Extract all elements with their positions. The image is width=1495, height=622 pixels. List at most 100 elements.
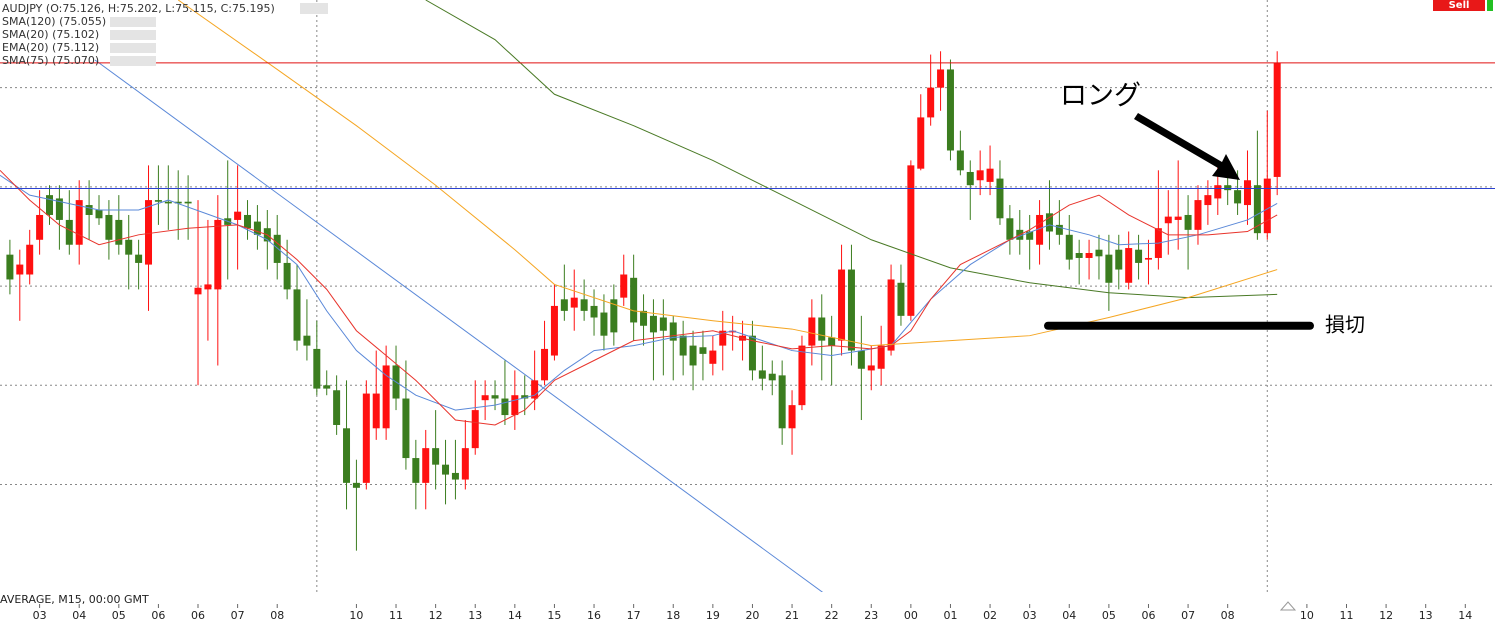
candles — [6, 51, 1281, 551]
candle-body — [442, 464, 450, 475]
candle-body — [184, 201, 192, 204]
candle-body — [798, 345, 806, 406]
long-annotation: ロング — [1060, 81, 1240, 180]
candle-body — [917, 117, 925, 169]
legend-icons — [110, 56, 156, 66]
candle-body — [36, 214, 44, 240]
candle-body — [6, 254, 14, 280]
candle-body — [768, 373, 776, 381]
candle-body — [1214, 185, 1222, 199]
x-tick-label: 03 — [33, 609, 47, 622]
candle-body — [976, 170, 984, 181]
candle-body — [867, 365, 875, 371]
candle-body — [897, 282, 905, 316]
candle-body — [1125, 248, 1133, 283]
candle-body — [719, 330, 727, 346]
annotation-text: 損切 — [1325, 312, 1365, 336]
candle-body — [778, 375, 786, 429]
candle-body — [481, 395, 489, 401]
x-tick-label: 13 — [1419, 609, 1433, 622]
candle-body — [461, 448, 469, 480]
candle-body — [1045, 213, 1053, 232]
candle-body — [16, 264, 24, 275]
footer: AVERAGE, M15, 00:00 GMT — [0, 593, 149, 606]
stop-annotation: 損切 — [1044, 312, 1365, 336]
indicator-line — [425, 0, 1278, 299]
candle-body — [293, 289, 301, 341]
buy-button[interactable] — [1487, 0, 1493, 11]
candle-body — [1065, 234, 1073, 260]
candle-body — [1075, 253, 1083, 258]
candle-body — [531, 380, 539, 399]
x-tick-label: 11 — [389, 609, 403, 622]
candle-body — [422, 448, 430, 483]
indicator-line — [0, 169, 1278, 426]
candle-body — [570, 297, 578, 308]
candle-body — [709, 350, 717, 364]
candle-body — [689, 345, 697, 366]
candle-body — [1184, 214, 1192, 230]
arrow — [1134, 113, 1240, 180]
x-tick-label: 06 — [151, 609, 165, 622]
scroll-marker — [1279, 601, 1297, 611]
candle-body — [679, 335, 687, 356]
candle-body — [174, 201, 182, 204]
candle-body — [808, 317, 816, 346]
candle-body — [937, 69, 945, 88]
sell-button[interactable] — [1433, 0, 1485, 11]
candle-body — [541, 348, 549, 381]
candle-body — [501, 398, 509, 416]
candle-body — [729, 330, 737, 333]
legend-icons — [110, 30, 156, 40]
candle-body — [758, 370, 766, 379]
candle-body — [471, 410, 479, 449]
x-tick-label: 07 — [231, 609, 245, 622]
candle-body — [1055, 224, 1063, 235]
candle-body — [95, 210, 103, 219]
x-tick-label: 16 — [587, 609, 601, 622]
candle-body — [1204, 195, 1212, 206]
x-tick-label: 15 — [547, 609, 561, 622]
candle-body — [946, 69, 954, 151]
legend-entry: SMA(75) (75.070) — [2, 54, 99, 67]
candle-body — [887, 279, 895, 351]
candle-body — [135, 254, 143, 263]
candle-body — [26, 244, 34, 275]
candle-body — [85, 205, 93, 215]
x-tick-label: 14 — [508, 609, 522, 622]
x-tick-label: 21 — [785, 609, 799, 622]
candle-body — [303, 335, 311, 346]
candle-body — [382, 365, 390, 429]
candle-body — [560, 299, 568, 311]
candle-body — [204, 284, 212, 290]
candle-body — [372, 393, 380, 429]
candle-body — [1164, 216, 1172, 224]
candle-body — [1234, 190, 1242, 204]
candle-body — [1135, 249, 1143, 263]
candle-body — [46, 195, 54, 215]
x-tick-label: 20 — [745, 609, 759, 622]
candle-body — [1253, 185, 1261, 234]
candle-body — [748, 335, 756, 371]
candle-body — [521, 395, 529, 399]
candle-body — [986, 168, 994, 182]
x-tick-label: 12 — [1379, 609, 1393, 622]
x-tick-label: 10 — [1300, 609, 1314, 622]
candle-body — [164, 201, 172, 204]
x-tick-label: 07 — [1181, 609, 1195, 622]
candle-body — [234, 211, 242, 220]
candle-body — [580, 299, 588, 311]
candle-body — [451, 472, 459, 480]
x-tick-label: 13 — [468, 609, 482, 622]
candle-body — [1105, 254, 1113, 283]
x-axis: 03 04 05 06 06 07 08 10 11 12 13 14 15 16 17 18 19 20 21 22… — [33, 604, 1472, 622]
candle-body — [590, 305, 598, 318]
candle-body — [1006, 218, 1014, 240]
legend-icons — [110, 43, 156, 53]
x-tick-label: 10 — [349, 609, 363, 622]
plot-area — [0, 0, 1495, 592]
sell-label[interactable]: Sell — [1449, 0, 1470, 11]
x-tick-label: 04 — [1062, 609, 1076, 622]
